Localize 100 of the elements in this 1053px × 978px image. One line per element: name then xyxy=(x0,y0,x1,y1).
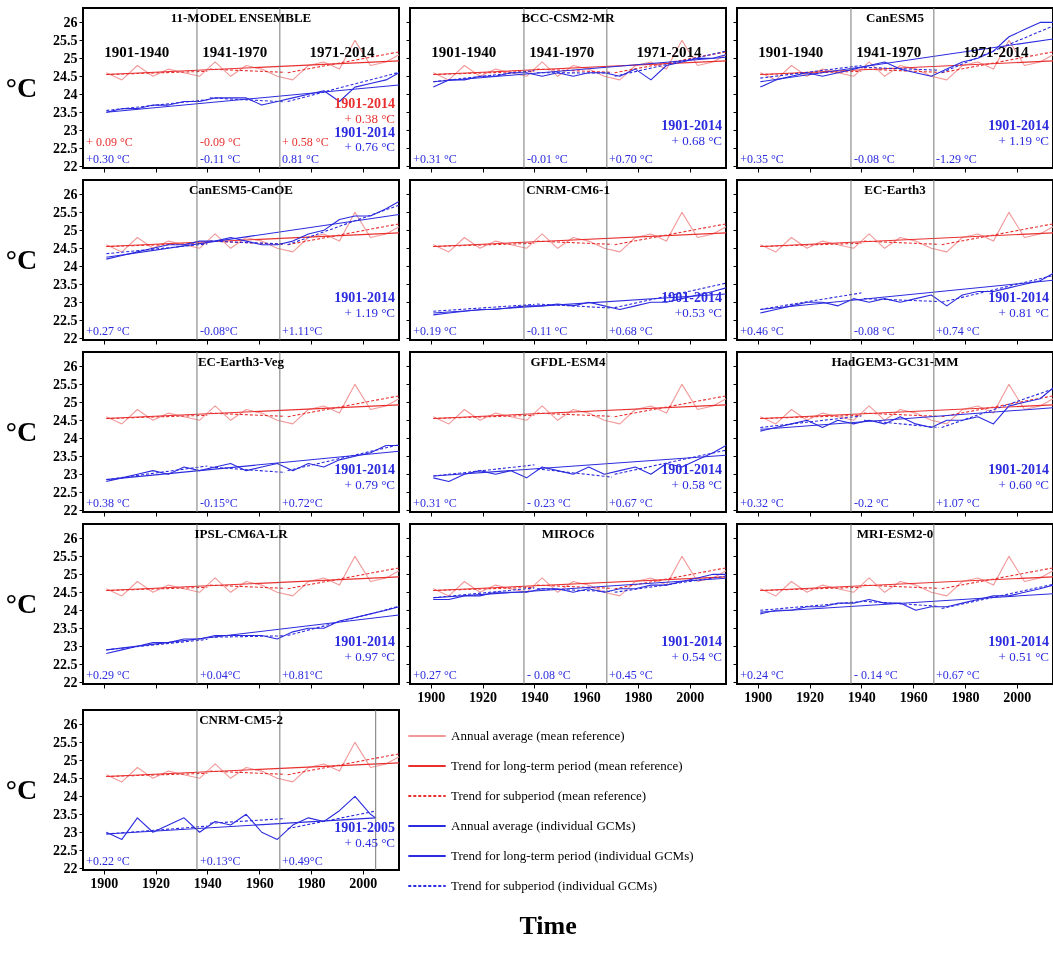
annotation: + 0.38 °C xyxy=(344,111,395,126)
annotation: +0.31 °C xyxy=(413,152,457,166)
annotation: +0.29 °C xyxy=(86,668,130,682)
y-tick-label: 24.5 xyxy=(53,412,78,428)
x-tick-label: 1920 xyxy=(142,875,171,891)
y-tick-label: 25 xyxy=(63,394,78,410)
y-tick-label: 23.5 xyxy=(53,448,78,464)
chart-title: BCC-CSM2-MR xyxy=(521,9,616,25)
y-axis-title: °C xyxy=(5,773,38,805)
legend-label: Annual average (individual GCMs) xyxy=(451,818,636,833)
y-tick-label: 23 xyxy=(63,638,78,654)
annotation: -0.11 °C xyxy=(526,324,568,338)
annotation: 1901-2014 xyxy=(334,125,395,140)
chart-title: CanESM5-CanOE xyxy=(188,181,294,197)
annotation: 1971-2014 xyxy=(309,44,376,60)
x-axis-title: Time xyxy=(519,910,577,940)
legend-label: Trend for subperiod (individual GCMs) xyxy=(451,878,658,893)
y-tick-label: 26 xyxy=(63,530,78,546)
y-tick-label: 25 xyxy=(63,50,78,66)
chart-title: CanESM5 xyxy=(866,9,925,25)
y-tick-label: 25.5 xyxy=(53,32,78,48)
annotation: - 0.14 °C xyxy=(853,668,898,682)
y-tick-label: 22.5 xyxy=(53,484,78,500)
x-tick-label: 2000 xyxy=(1003,689,1032,705)
x-tick-label: 1940 xyxy=(520,689,549,705)
annotation: 1941-1970 xyxy=(202,44,268,60)
annotation: +0.67 °C xyxy=(936,668,980,682)
annotation: +0.68 °C xyxy=(609,324,653,338)
annotation: - 0.08 °C xyxy=(526,668,571,682)
chart-title: EC-Earth3-Veg xyxy=(197,353,285,369)
y-tick-label: 26 xyxy=(63,716,78,732)
y-tick-label: 22 xyxy=(63,674,78,690)
annotation: +0.31 °C xyxy=(413,496,457,510)
annotation: - 0.23 °C xyxy=(526,496,571,510)
y-tick-label: 22 xyxy=(63,860,78,876)
annotation: -0.08°C xyxy=(199,324,238,338)
y-axis-title: °C xyxy=(5,587,38,619)
annotation: -0.08 °C xyxy=(853,152,895,166)
y-tick-label: 23 xyxy=(63,824,78,840)
y-tick-label: 25.5 xyxy=(53,376,78,392)
annotation: + 0.51 °C xyxy=(998,649,1049,664)
annotation: 1901-2014 xyxy=(334,634,395,649)
annotation: +0.81°C xyxy=(282,668,323,682)
y-tick-label: 22.5 xyxy=(53,140,78,156)
y-tick-label: 25 xyxy=(63,566,78,582)
chart-title: EC-Earth3 xyxy=(864,181,927,197)
annotation: +0.27 °C xyxy=(86,324,130,338)
x-tick-label: 1980 xyxy=(951,689,980,705)
chart-title: MRI-ESM2-0 xyxy=(856,525,934,541)
annotation: +0.35 °C xyxy=(740,152,784,166)
legend-label: Trend for long-term period (individual GCMs) xyxy=(451,848,694,863)
legend-label: Trend for long-term period (mean reference) xyxy=(451,758,683,773)
y-tick-label: 23 xyxy=(63,294,78,310)
x-tick-label: 1960 xyxy=(245,875,274,891)
annotation: +0.13°C xyxy=(199,854,241,868)
y-tick-label: 24 xyxy=(63,788,78,804)
annotation: +0.30 °C xyxy=(86,152,130,166)
annotation: + 0.45 °C xyxy=(344,835,395,850)
annotation: -0.08 °C xyxy=(853,324,895,338)
annotation: +0.70 °C xyxy=(609,152,653,166)
y-tick-label: 23.5 xyxy=(53,276,78,292)
annotation: 1901-2014 xyxy=(334,462,395,477)
x-tick-label: 1900 xyxy=(90,875,119,891)
x-tick-label: 2000 xyxy=(349,875,378,891)
y-tick-label: 24.5 xyxy=(53,584,78,600)
annotation: -1.29 °C xyxy=(936,152,977,166)
y-tick-label: 23.5 xyxy=(53,104,78,120)
annotation: +0.46 °C xyxy=(740,324,784,338)
chart-title: CNRM-CM6-1 xyxy=(526,181,610,197)
x-tick-label: 1900 xyxy=(417,689,446,705)
annotation: 1901-2014 xyxy=(988,290,1049,305)
annotation: +1.11°C xyxy=(282,324,323,338)
y-tick-label: 23 xyxy=(63,466,78,482)
x-tick-label: 1920 xyxy=(796,689,825,705)
chart-title: MIROC6 xyxy=(541,525,595,541)
y-axis-title: °C xyxy=(5,415,38,447)
y-tick-label: 22.5 xyxy=(53,312,78,328)
chart-title: 11-MODEL ENSEMBLE xyxy=(170,9,312,25)
annotation: 0.81 °C xyxy=(282,152,319,166)
annotation: +0.53 °C xyxy=(674,305,722,320)
annotation: + 0.68 °C xyxy=(671,133,722,148)
annotation: 1901-2014 xyxy=(661,634,722,649)
y-tick-label: 22 xyxy=(63,158,78,174)
y-tick-label: 23 xyxy=(63,122,78,138)
y-tick-label: 24.5 xyxy=(53,240,78,256)
x-tick-label: 2000 xyxy=(676,689,705,705)
legend-label: Trend for subperiod (mean reference) xyxy=(451,788,647,803)
annotation: -0.15°C xyxy=(199,496,238,510)
y-tick-label: 24.5 xyxy=(53,68,78,84)
y-tick-label: 25 xyxy=(63,752,78,768)
annotation: 1901-2014 xyxy=(661,462,722,477)
annotation: 1901-2005 xyxy=(334,820,395,835)
annotation: +0.49°C xyxy=(282,854,323,868)
annotation: +0.19 °C xyxy=(413,324,457,338)
annotation: 1901-1940 xyxy=(104,44,170,60)
y-tick-label: 24 xyxy=(63,258,78,274)
annotation: + 0.97 °C xyxy=(344,649,395,664)
annotation: + 1.19 °C xyxy=(344,305,395,320)
chart-title: IPSL-CM6A-LR xyxy=(194,525,289,541)
annotation: + 0.58 °C xyxy=(671,477,722,492)
